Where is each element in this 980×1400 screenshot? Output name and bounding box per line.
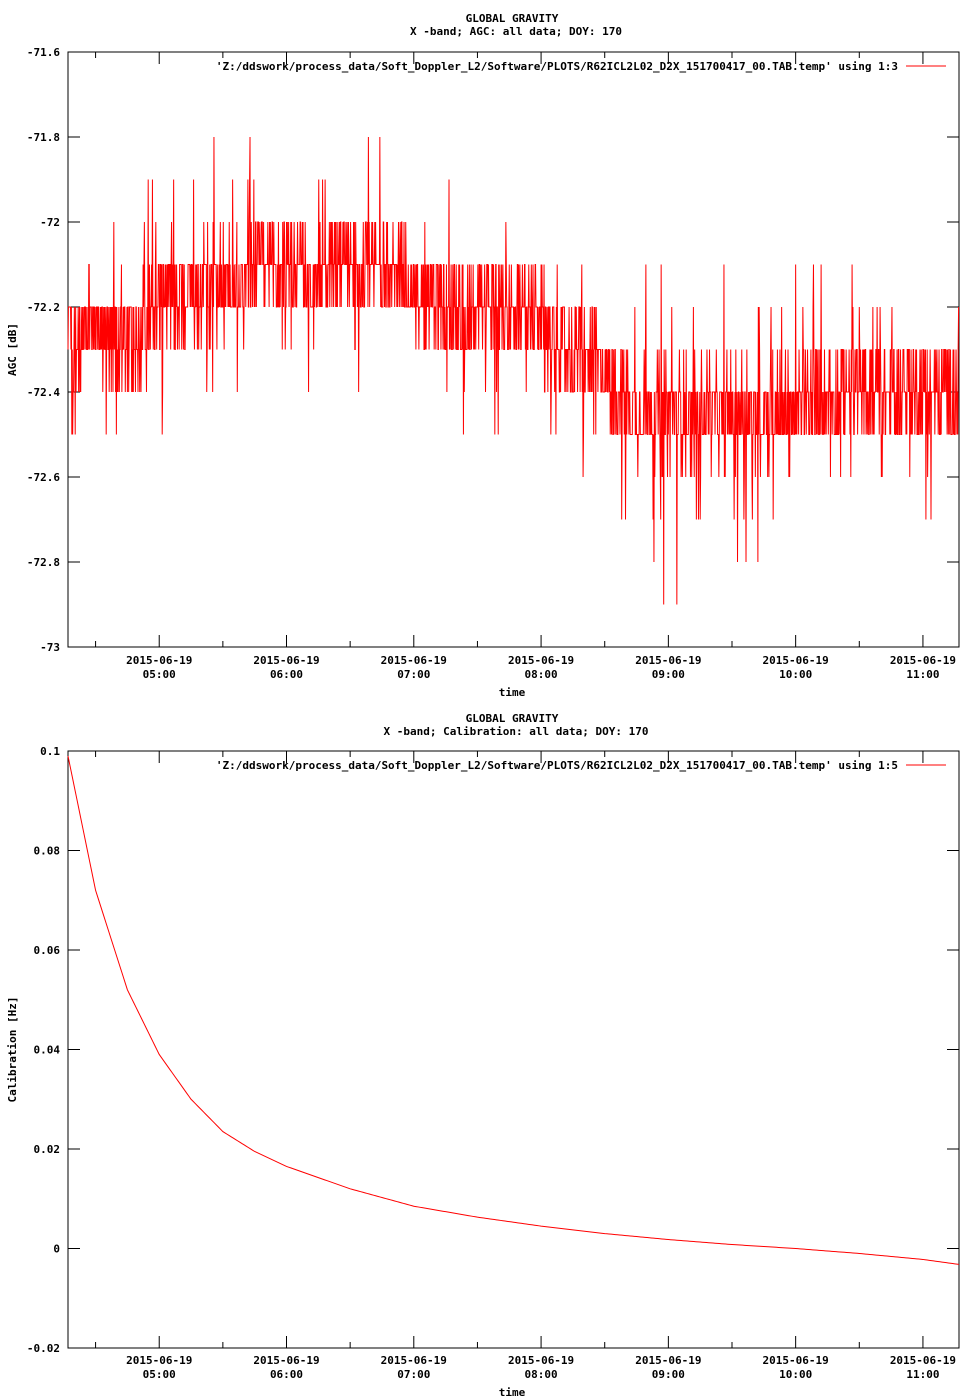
- y-tick-label: -0.02: [27, 1342, 60, 1355]
- x-tick-time: 06:00: [270, 668, 303, 681]
- y-tick-label: -71.6: [27, 46, 60, 59]
- y-tick-label: -72.4: [27, 386, 60, 399]
- legend-label: 'Z:/ddswork/process_data/Soft_Doppler_L2…: [216, 759, 898, 772]
- x-tick-time: 08:00: [525, 668, 558, 681]
- x-tick-date: 2015-06-19: [253, 1354, 319, 1367]
- x-tick-date: 2015-06-19: [126, 1354, 192, 1367]
- chart-title: GLOBAL GRAVITY: [466, 12, 559, 25]
- y-tick-label: -72.2: [27, 301, 60, 314]
- x-tick-date: 2015-06-19: [126, 654, 192, 667]
- x-tick-time: 09:00: [652, 668, 685, 681]
- y-tick-label: -73: [40, 641, 60, 654]
- y-tick-label: -72: [40, 216, 60, 229]
- plot-frame: [67, 750, 960, 1349]
- x-tick-time: 10:00: [779, 1368, 812, 1381]
- x-tick-time: 10:00: [779, 668, 812, 681]
- x-tick-time: 11:00: [906, 1368, 939, 1381]
- legend-label: 'Z:/ddswork/process_data/Soft_Doppler_L2…: [216, 60, 898, 73]
- x-tick-date: 2015-06-19: [635, 1354, 701, 1367]
- x-tick-date: 2015-06-19: [508, 1354, 574, 1367]
- y-tick-label: 0: [53, 1243, 60, 1256]
- x-tick-time: 05:00: [143, 1368, 176, 1381]
- y-tick-label: 0.08: [34, 845, 61, 858]
- chart-title: GLOBAL GRAVITY: [466, 712, 559, 725]
- x-axis-label: time: [499, 686, 526, 699]
- x-tick-time: 11:00: [906, 668, 939, 681]
- chart-subtitle: X -band; Calibration: all data; DOY: 170: [384, 725, 649, 738]
- y-axis-label: Calibration [Hz]: [6, 997, 19, 1103]
- x-tick-time: 07:00: [397, 1368, 430, 1381]
- x-tick-date: 2015-06-19: [763, 654, 829, 667]
- x-tick-date: 2015-06-19: [890, 654, 956, 667]
- y-axis-label: AGC [dB]: [6, 323, 19, 376]
- x-tick-time: 05:00: [143, 668, 176, 681]
- x-tick-date: 2015-06-19: [635, 654, 701, 667]
- x-tick-date: 2015-06-19: [253, 654, 319, 667]
- y-tick-label: 0.1: [40, 745, 60, 758]
- chart-subtitle: X -band; AGC: all data; DOY: 170: [410, 25, 622, 38]
- x-tick-date: 2015-06-19: [890, 1354, 956, 1367]
- y-tick-label: -72.8: [27, 556, 60, 569]
- series-line: [67, 136, 960, 605]
- x-tick-date: 2015-06-19: [381, 654, 447, 667]
- x-tick-date: 2015-06-19: [508, 654, 574, 667]
- y-tick-label: 0.04: [34, 1044, 61, 1057]
- x-tick-time: 06:00: [270, 1368, 303, 1381]
- x-tick-date: 2015-06-19: [763, 1354, 829, 1367]
- x-axis-label: time: [499, 1386, 526, 1399]
- y-tick-label: -72.6: [27, 471, 60, 484]
- x-tick-time: 08:00: [525, 1368, 558, 1381]
- series-line: [67, 755, 960, 1265]
- y-tick-label: 0.06: [34, 944, 61, 957]
- x-tick-time: 07:00: [397, 668, 430, 681]
- y-tick-label: 0.02: [34, 1143, 61, 1156]
- x-tick-date: 2015-06-19: [381, 1354, 447, 1367]
- x-tick-time: 09:00: [652, 1368, 685, 1381]
- y-tick-label: -71.8: [27, 131, 60, 144]
